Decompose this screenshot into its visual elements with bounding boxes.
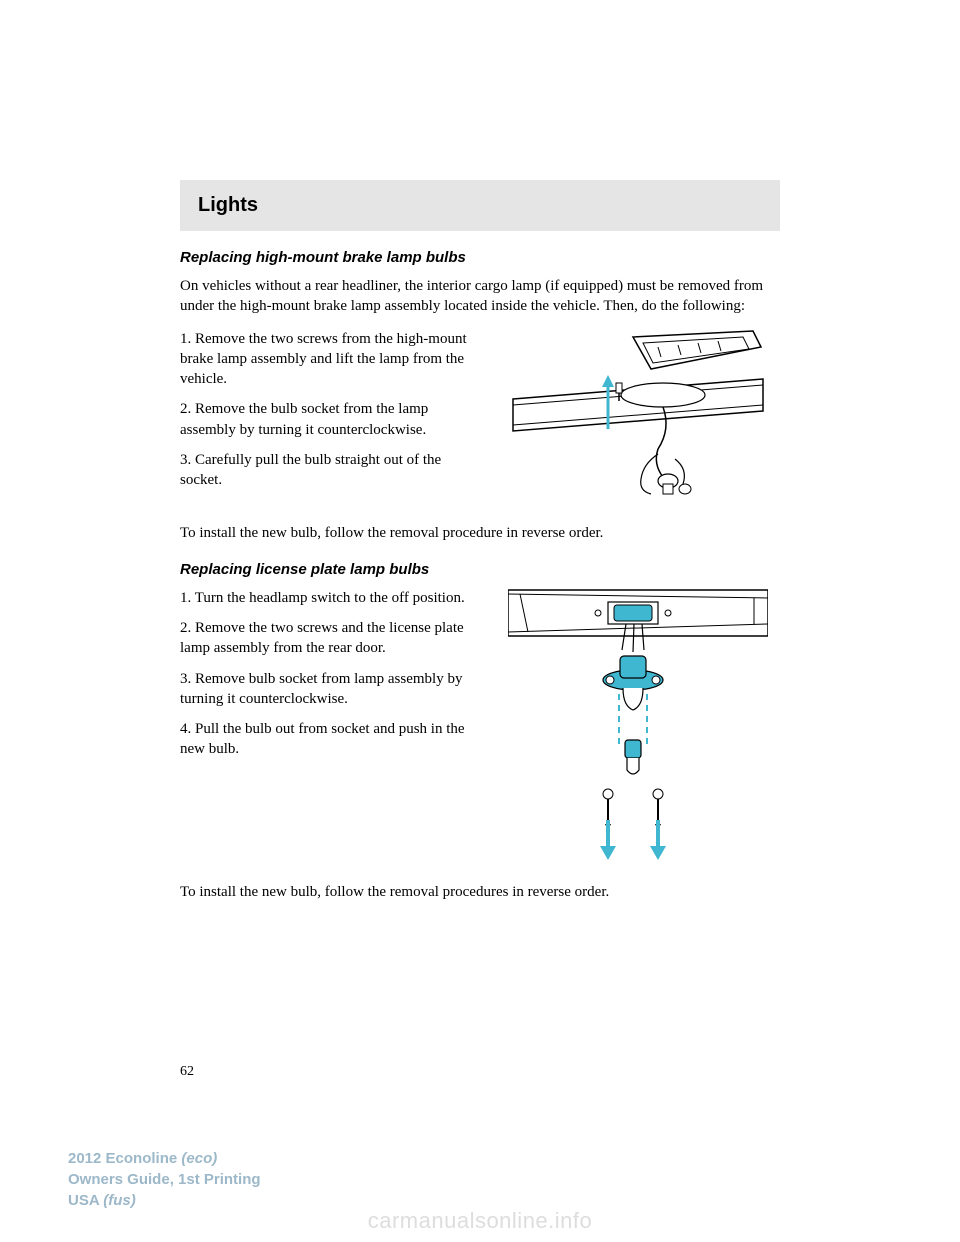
section2-step-3: 3. Remove bulb socket from lamp assembly… bbox=[180, 669, 480, 710]
section-header: Lights bbox=[180, 180, 780, 231]
section1-step-3: 3. Carefully pull the bulb straight out … bbox=[180, 450, 480, 491]
license-plate-lamp-diagram-icon bbox=[508, 588, 768, 868]
section1-closing: To install the new bulb, follow the remo… bbox=[180, 523, 780, 543]
footer-line-2: Owners Guide, 1st Printing bbox=[68, 1169, 261, 1190]
section2-heading: Replacing license plate lamp bulbs bbox=[180, 561, 780, 578]
footer-region: USA bbox=[68, 1192, 103, 1209]
section1-steps: 1. Remove the two screws from the high-m… bbox=[180, 329, 480, 509]
section1-step-1: 1. Remove the two screws from the high-m… bbox=[180, 329, 480, 390]
section1-intro: On vehicles without a rear headliner, th… bbox=[180, 276, 780, 317]
footer-model-code: (eco) bbox=[181, 1150, 217, 1167]
page-title: Lights bbox=[198, 194, 762, 217]
footer-block: 2012 Econoline (eco) Owners Guide, 1st P… bbox=[68, 1148, 261, 1211]
section1-step-2: 2. Remove the bulb socket from the lamp … bbox=[180, 399, 480, 440]
section2-closing: To install the new bulb, follow the remo… bbox=[180, 882, 780, 902]
section2-illustration bbox=[496, 588, 780, 868]
section1-body: 1. Remove the two screws from the high-m… bbox=[180, 329, 780, 509]
watermark-text: carmanualsonline.info bbox=[0, 1208, 960, 1234]
section2-step-1: 1. Turn the headlamp switch to the off p… bbox=[180, 588, 480, 608]
section2-body: 1. Turn the headlamp switch to the off p… bbox=[180, 588, 780, 868]
footer-model: 2012 Econoline bbox=[68, 1150, 181, 1167]
page-number: 62 bbox=[180, 1064, 194, 1080]
footer-region-code: (fus) bbox=[103, 1192, 136, 1209]
section1-heading: Replacing high-mount brake lamp bulbs bbox=[180, 249, 780, 266]
section1-illustration bbox=[496, 329, 780, 509]
footer-line-1: 2012 Econoline (eco) bbox=[68, 1148, 261, 1169]
section2-step-2: 2. Remove the two screws and the license… bbox=[180, 618, 480, 659]
section2-step-4: 4. Pull the bulb out from socket and pus… bbox=[180, 719, 480, 760]
section2-steps: 1. Turn the headlamp switch to the off p… bbox=[180, 588, 480, 868]
brake-lamp-diagram-icon bbox=[503, 329, 773, 509]
